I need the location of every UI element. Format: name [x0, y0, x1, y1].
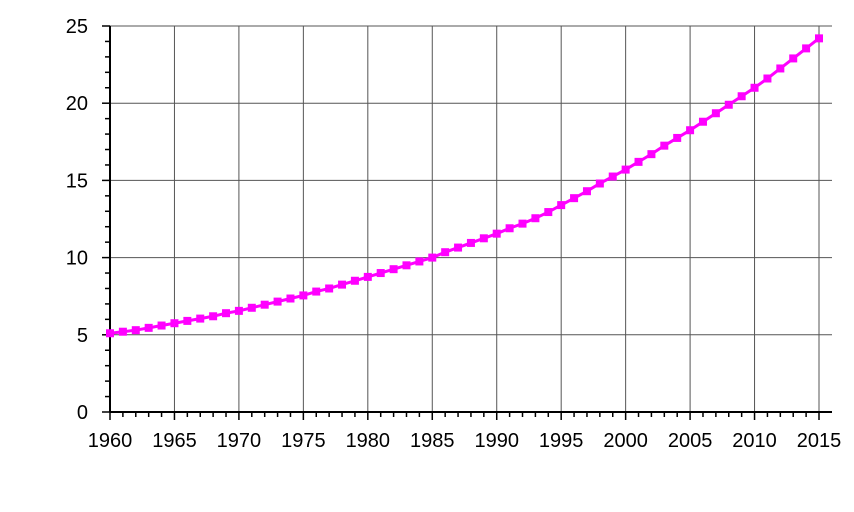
data-point	[544, 208, 553, 217]
data-point	[222, 309, 231, 318]
data-point	[454, 243, 463, 252]
data-point	[634, 157, 643, 166]
data-point	[118, 327, 127, 336]
data-point	[402, 261, 411, 270]
data-point	[595, 179, 604, 188]
data-point	[505, 224, 514, 233]
data-point	[325, 284, 334, 293]
data-point	[260, 300, 269, 309]
data-point	[711, 109, 720, 118]
x-tick-labels: 1960 1965 1970 1975 1980 1985 1990 1995 2000 2005…	[88, 430, 842, 452]
data-point	[157, 321, 166, 330]
data-point	[376, 269, 385, 278]
x-tick-label: 2000	[603, 430, 648, 452]
y-tick-label: 5	[77, 325, 88, 347]
data-point	[531, 214, 540, 223]
data-point	[698, 117, 707, 126]
x-tick-label: 1980	[346, 430, 391, 452]
y-tick-label: 20	[66, 93, 88, 115]
data-point	[621, 165, 630, 174]
x-tick-label: 2005	[668, 430, 713, 452]
x-tick-label: 2010	[732, 430, 777, 452]
series	[106, 34, 823, 338]
data-point	[299, 291, 308, 300]
data-point	[466, 238, 475, 247]
data-point	[518, 219, 527, 228]
x-tick-label: 1965	[152, 430, 197, 452]
grid	[110, 25, 832, 412]
data-point	[776, 64, 785, 73]
series-line	[109, 37, 820, 335]
data-point	[350, 276, 359, 285]
data-point	[802, 44, 811, 53]
data-point	[492, 229, 501, 238]
y-tick-labels: 0 5 10 15 20 25	[66, 16, 88, 424]
y-tick-label: 0	[77, 402, 88, 424]
data-point	[750, 83, 759, 92]
data-point	[428, 253, 437, 262]
data-point	[737, 92, 746, 101]
y-tick-label: 10	[66, 248, 88, 270]
data-point	[815, 34, 823, 43]
data-point	[789, 54, 798, 63]
x-tick-label: 1985	[410, 430, 455, 452]
data-point	[686, 126, 695, 135]
data-point	[286, 294, 295, 303]
data-point	[234, 306, 243, 315]
x-tick-label: 1995	[539, 430, 584, 452]
data-point	[183, 316, 192, 325]
y-tick-label: 25	[66, 16, 88, 38]
x-tick-label: 2015	[797, 430, 842, 452]
data-point	[389, 265, 398, 274]
data-point	[415, 257, 424, 266]
x-tick-label: 1970	[217, 430, 262, 452]
data-point	[608, 172, 617, 181]
data-point	[170, 319, 179, 328]
data-point	[144, 323, 153, 332]
x-tick-label: 1990	[474, 430, 519, 452]
data-point	[363, 272, 372, 281]
data-point	[209, 312, 218, 321]
data-point	[673, 133, 682, 142]
data-point	[338, 280, 347, 289]
x-tick-label: 1960	[88, 430, 133, 452]
x-tick-label: 1975	[281, 430, 326, 452]
y-tick-label: 15	[66, 170, 88, 192]
data-point	[647, 150, 656, 159]
data-point	[131, 326, 140, 335]
data-point	[441, 248, 450, 257]
data-point	[763, 74, 772, 83]
data-point	[724, 100, 733, 109]
data-point	[660, 141, 669, 150]
data-point	[582, 187, 591, 196]
data-point	[273, 297, 282, 306]
data-point	[557, 201, 566, 210]
data-point	[196, 314, 205, 323]
data-point	[479, 234, 488, 243]
data-point	[247, 303, 256, 312]
data-point	[106, 329, 114, 338]
data-point	[570, 194, 579, 203]
axes	[102, 25, 832, 420]
data-point	[312, 287, 321, 296]
